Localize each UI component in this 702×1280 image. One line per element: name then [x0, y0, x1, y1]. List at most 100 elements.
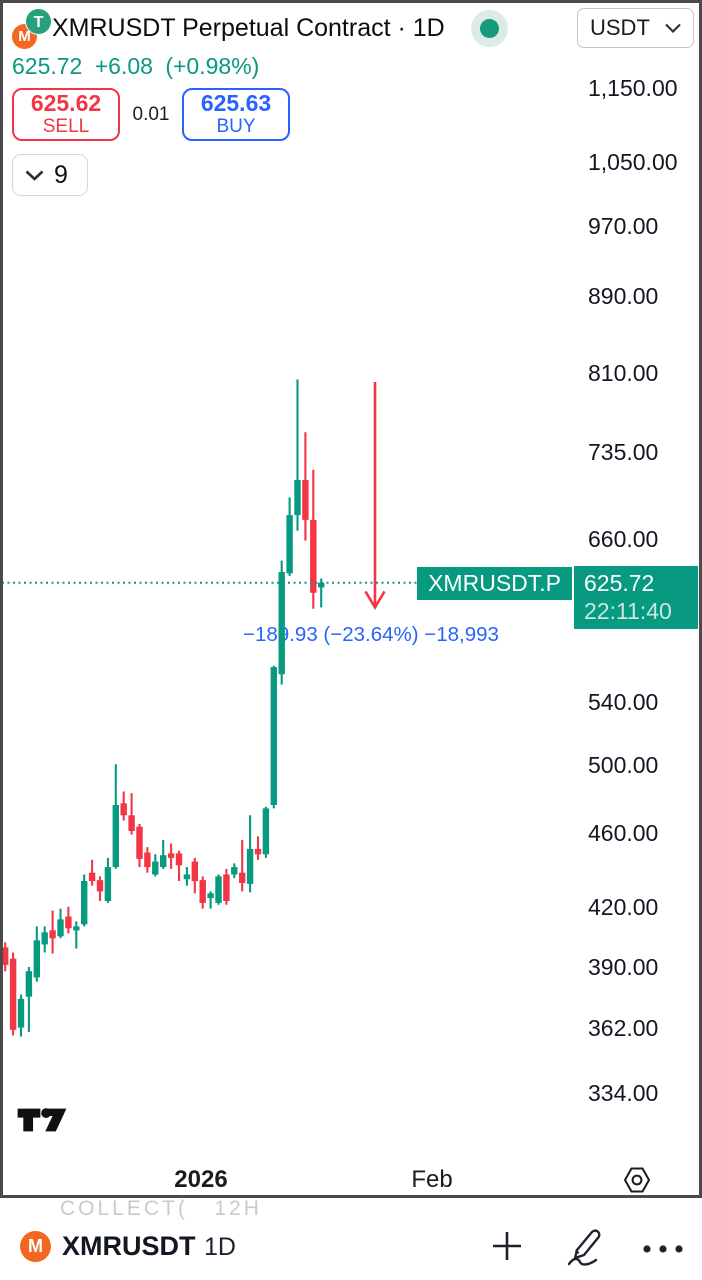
- price-axis-label: 1,050.00: [588, 149, 678, 175]
- price-axis-label: 460.00: [588, 820, 659, 846]
- leverage-dropdown[interactable]: 9: [12, 154, 88, 196]
- sell-button[interactable]: 625.62 SELL: [12, 88, 120, 141]
- price-change: +6.08: [94, 53, 153, 79]
- buy-button[interactable]: 625.63 BUY: [182, 88, 290, 141]
- candle-body: [17, 998, 25, 1028]
- candle-body: [49, 930, 56, 939]
- add-button[interactable]: [491, 1230, 523, 1267]
- candle-body: [9, 958, 17, 1030]
- candle-body: [207, 893, 214, 899]
- price-axis-label: 970.00: [588, 213, 659, 239]
- last-price-row: 625.72 +6.08 (+0.98%): [12, 53, 265, 80]
- current-price-tag: 625.72 22:11:40: [574, 566, 698, 630]
- candle-body: [128, 815, 135, 831]
- candle-body: [152, 861, 159, 875]
- candle-body: [73, 926, 80, 931]
- hexagon-settings-icon: [623, 1167, 651, 1193]
- candles-group: [2, 379, 325, 1037]
- candle-body: [215, 876, 222, 903]
- background-clipped-text: COLLECT( 12H: [60, 1197, 262, 1220]
- candle-body: [120, 803, 127, 816]
- price-axis-label: 810.00: [588, 360, 659, 386]
- pen-icon: [567, 1229, 601, 1266]
- candle-body: [231, 867, 238, 875]
- candle-body: [25, 971, 33, 997]
- candle-body: [318, 582, 325, 588]
- price-axis-label: 540.00: [588, 689, 659, 715]
- toolbar-symbol[interactable]: XMRUSDT: [62, 1231, 196, 1261]
- axis-settings-button[interactable]: [622, 1166, 652, 1199]
- plus-icon: [493, 1232, 521, 1260]
- candle-body: [286, 515, 293, 574]
- candle-body: [41, 932, 48, 945]
- monero-icon: M: [20, 1231, 51, 1262]
- chevron-down-icon: [665, 23, 681, 33]
- candle-body: [88, 872, 96, 882]
- candle-body: [136, 826, 143, 859]
- price-line-symbol-label: XMRUSDT.P: [417, 567, 572, 600]
- candle-body: [167, 853, 175, 858]
- quote-currency-select[interactable]: USDT: [577, 8, 694, 48]
- leverage-value: 9: [54, 160, 68, 189]
- candle-body: [65, 916, 72, 929]
- chevron-down-icon: [25, 170, 44, 181]
- candle-body: [104, 867, 112, 901]
- draw-button[interactable]: [565, 1224, 607, 1273]
- candle-body: [112, 805, 119, 868]
- price-axis-label: 735.00: [588, 439, 659, 465]
- buy-label: BUY: [216, 115, 256, 137]
- candle-body: [270, 667, 277, 805]
- sell-label: SELL: [42, 115, 90, 137]
- symbol-title: XMRUSDT Perpetual Contract · 1D: [52, 14, 445, 42]
- candle-body: [278, 572, 285, 675]
- candle-body: [310, 519, 317, 593]
- toolbar-interval-button[interactable]: 1D: [204, 1233, 236, 1261]
- price-axis-label: 660.00: [588, 526, 659, 552]
- candle-body: [96, 880, 104, 892]
- candle-body: [239, 872, 246, 883]
- price-axis-label: 500.00: [588, 752, 659, 778]
- candle-body: [33, 940, 40, 978]
- candlestick-chart[interactable]: −189.93 (−23.64%) −18,993: [0, 0, 702, 1198]
- market-status-indicator[interactable]: [471, 10, 508, 47]
- candle-body: [223, 874, 230, 901]
- spread-value: 0.01: [132, 104, 170, 125]
- tradingview-logo[interactable]: [16, 1100, 68, 1145]
- candle-body: [160, 855, 167, 868]
- ellipsis-icon: [643, 1245, 683, 1253]
- sell-price: 625.62: [30, 90, 102, 117]
- pair-icon: M T: [10, 6, 56, 52]
- measure-annotation: −189.93 (−23.64%) −18,993: [243, 623, 499, 646]
- market-open-dot: [480, 19, 499, 38]
- buy-price: 625.63: [200, 90, 272, 117]
- more-button[interactable]: [641, 1241, 685, 1259]
- price-axis-label: 890.00: [588, 283, 659, 309]
- bar-countdown: 22:11:40: [584, 598, 672, 625]
- time-axis-label: Feb: [411, 1166, 453, 1193]
- current-price-value: 625.72: [584, 570, 655, 596]
- price-axis-label: 420.00: [588, 894, 659, 920]
- arrow-drawing-head: [364, 590, 386, 610]
- candle-body: [294, 480, 301, 516]
- candle-body: [175, 853, 183, 866]
- last-price: 625.72: [12, 53, 83, 79]
- candle-body: [246, 848, 254, 884]
- price-axis-label: 1,150.00: [588, 75, 678, 101]
- candle-body: [57, 919, 64, 937]
- candle-body: [183, 874, 191, 880]
- candle-body: [144, 852, 151, 868]
- candle-body: [254, 848, 262, 855]
- tradingview-logo-icon: [17, 1108, 67, 1132]
- chart-overlays: [2, 382, 575, 610]
- bottom-toolbar: M XMRUSDT 1D: [0, 1198, 702, 1280]
- candle-body: [262, 808, 270, 855]
- candle-body: [2, 947, 9, 965]
- candle-body: [302, 480, 309, 520]
- candle-body: [191, 861, 198, 882]
- candle-body: [199, 880, 206, 903]
- price-axis-label: 334.00: [588, 1080, 659, 1106]
- tether-icon: T: [25, 8, 52, 35]
- price-axis-label: 390.00: [588, 954, 659, 980]
- candle-body: [81, 881, 88, 925]
